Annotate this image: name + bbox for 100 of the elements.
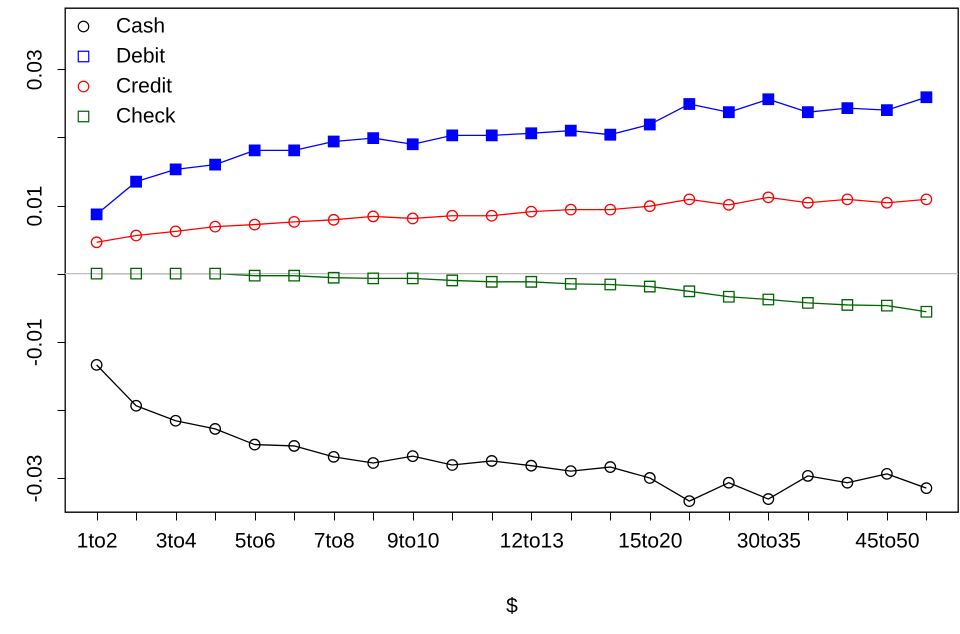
point: [604, 204, 616, 216]
point: [683, 194, 696, 206]
point: [288, 270, 300, 282]
point: [170, 414, 182, 427]
point: [604, 461, 616, 473]
point: [406, 272, 419, 284]
point: [644, 280, 656, 292]
legend-label: Debit: [116, 44, 166, 68]
point: [90, 208, 103, 220]
point: [841, 476, 854, 489]
point: [209, 220, 222, 233]
x-tick-label: 12to13: [500, 530, 564, 552]
point: [248, 218, 261, 230]
point: [486, 276, 498, 288]
point: [802, 470, 814, 482]
point: [880, 104, 893, 116]
point: [525, 127, 538, 140]
point: [367, 457, 380, 469]
point: [209, 423, 222, 435]
point: [328, 136, 340, 148]
point: [328, 214, 340, 226]
point: [564, 465, 577, 478]
point: [683, 495, 696, 507]
point: [564, 124, 577, 136]
point: [486, 210, 498, 222]
point: [762, 493, 774, 505]
point: [130, 400, 142, 412]
point: [367, 132, 380, 144]
point: [406, 212, 419, 224]
point: [880, 468, 893, 480]
x-tick-label: 9to10: [386, 530, 440, 552]
point: [248, 144, 261, 156]
point: [170, 268, 182, 280]
point: [486, 455, 498, 467]
point: [328, 272, 340, 284]
point: [288, 440, 300, 452]
point: [288, 144, 300, 156]
point: [722, 106, 735, 118]
point: [525, 206, 538, 218]
x-axis-title: $: [506, 594, 518, 618]
point: [762, 93, 774, 106]
point: [841, 299, 854, 311]
point: [841, 102, 854, 114]
point: [644, 200, 656, 212]
point: [406, 450, 419, 462]
x-tick-label: 1to2: [76, 530, 118, 552]
point: [367, 272, 380, 284]
point: [525, 460, 538, 472]
point: [722, 290, 735, 303]
point: [683, 98, 696, 110]
point: [722, 198, 735, 211]
x-tick-label: 5to6: [234, 530, 276, 552]
point: [880, 300, 893, 312]
point: [209, 268, 222, 280]
point: [90, 359, 103, 371]
x-tick-label: 7to8: [314, 530, 355, 552]
point: [762, 191, 774, 204]
point: [762, 294, 774, 306]
point: [446, 274, 458, 286]
point: [446, 129, 458, 142]
point: [920, 306, 932, 318]
x-tick-label: 30to35: [736, 530, 801, 552]
point: [248, 270, 261, 282]
point: [683, 285, 696, 298]
point: [920, 194, 932, 206]
point: [367, 210, 380, 222]
point: [525, 276, 538, 288]
y-tick-label: 0.03: [24, 49, 46, 90]
point: [644, 118, 656, 130]
point: [604, 278, 616, 290]
point: [130, 268, 142, 280]
point: [446, 459, 458, 471]
point: [644, 472, 656, 484]
point: [406, 138, 419, 150]
point: [604, 128, 616, 141]
point: [130, 176, 142, 188]
point: [880, 196, 893, 209]
point: [920, 482, 932, 494]
point: [130, 230, 142, 242]
legend-label: Cash: [116, 14, 166, 38]
point: [486, 129, 498, 142]
y-tick-label: 0.01: [24, 186, 46, 226]
x-tick-label: 3to4: [156, 530, 197, 552]
point: [288, 216, 300, 228]
point: [802, 297, 814, 309]
x-tick-label: 45to50: [855, 530, 920, 552]
point: [170, 164, 182, 176]
point: [920, 91, 932, 104]
point: [90, 268, 103, 280]
point: [446, 210, 458, 222]
y-tick-label: -0.03: [24, 454, 46, 502]
x-tick-label: 15to20: [618, 530, 682, 552]
y-tick-label: -0.01: [24, 318, 46, 366]
point: [248, 438, 261, 450]
legend-label: Check: [116, 104, 176, 128]
point: [209, 158, 222, 171]
point: [170, 226, 182, 238]
point: [802, 106, 814, 118]
point: [90, 236, 103, 248]
point: [722, 476, 735, 489]
